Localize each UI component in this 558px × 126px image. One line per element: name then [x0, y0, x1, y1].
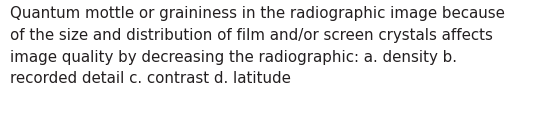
- Text: Quantum mottle or graininess in the radiographic image because
of the size and d: Quantum mottle or graininess in the radi…: [10, 6, 505, 86]
